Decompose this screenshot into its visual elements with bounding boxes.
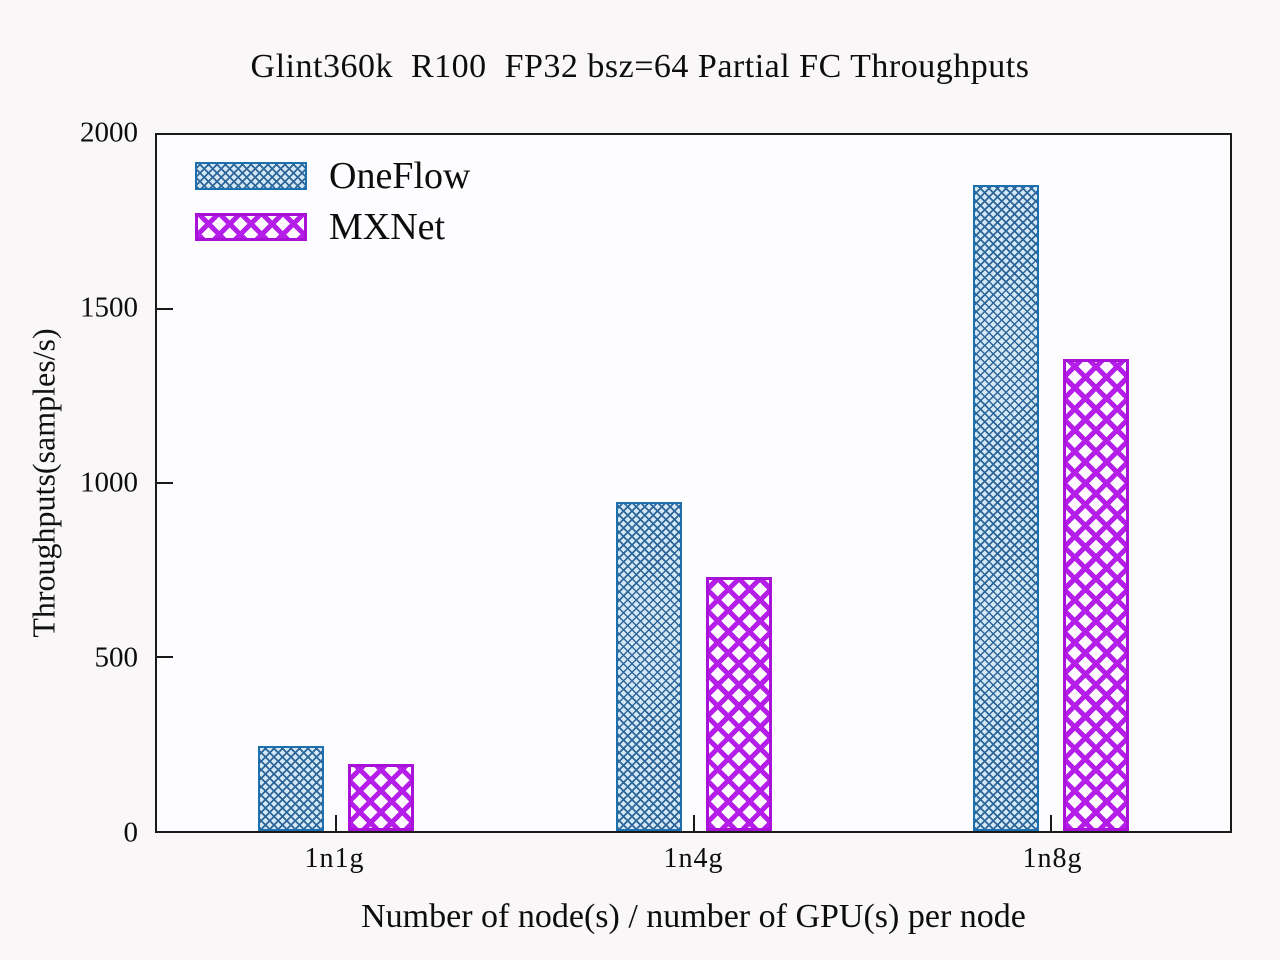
y-tick-mark-1000 xyxy=(157,482,173,484)
bar-oneflow-1n4g xyxy=(615,502,682,831)
mxnet-swatch-icon xyxy=(195,213,307,241)
bar-oneflow-1n8g xyxy=(973,185,1040,831)
bar-oneflow-1n1g xyxy=(257,745,324,831)
x-tick-mark-1n4g xyxy=(692,815,695,831)
y-tick-labels: 0 500 1000 1500 2000 xyxy=(0,118,148,847)
legend: OneFlow MXNet xyxy=(195,157,470,246)
chart-title: Glint360k R100 FP32 bsz=64 Partial FC Th… xyxy=(250,48,1030,85)
plot-area: OneFlow MXNet xyxy=(155,133,1232,833)
y-tick-label-2000: 2000 xyxy=(80,116,138,149)
x-tick-label-1n8g: 1n8g xyxy=(1022,843,1083,874)
bar-mxnet-1n1g xyxy=(347,763,414,831)
legend-item-oneflow: OneFlow xyxy=(195,157,470,195)
x-tick-mark-1n8g xyxy=(1050,815,1053,831)
y-tick-label-500: 500 xyxy=(94,641,139,674)
x-axis-label: Number of node(s) / number of GPU(s) per… xyxy=(361,898,1026,935)
legend-item-mxnet: MXNet xyxy=(195,208,470,246)
x-tick-labels: 1n1g 1n4g 1n8g xyxy=(155,843,1232,883)
y-tick-mark-500 xyxy=(157,656,173,658)
x-tick-label-1n4g: 1n4g xyxy=(663,843,724,874)
y-tick-label-1500: 1500 xyxy=(80,291,138,324)
x-tick-mark-1n1g xyxy=(334,815,337,831)
bar-mxnet-1n8g xyxy=(1063,359,1130,831)
x-tick-label-1n1g: 1n1g xyxy=(304,843,365,874)
bar-mxnet-1n4g xyxy=(705,576,772,831)
y-tick-label-1000: 1000 xyxy=(80,466,138,499)
oneflow-swatch-icon xyxy=(195,162,307,190)
legend-label-oneflow: OneFlow xyxy=(329,155,471,197)
y-tick-label-0: 0 xyxy=(123,816,139,849)
legend-label-mxnet: MXNet xyxy=(329,206,446,248)
y-tick-mark-1500 xyxy=(157,308,173,310)
